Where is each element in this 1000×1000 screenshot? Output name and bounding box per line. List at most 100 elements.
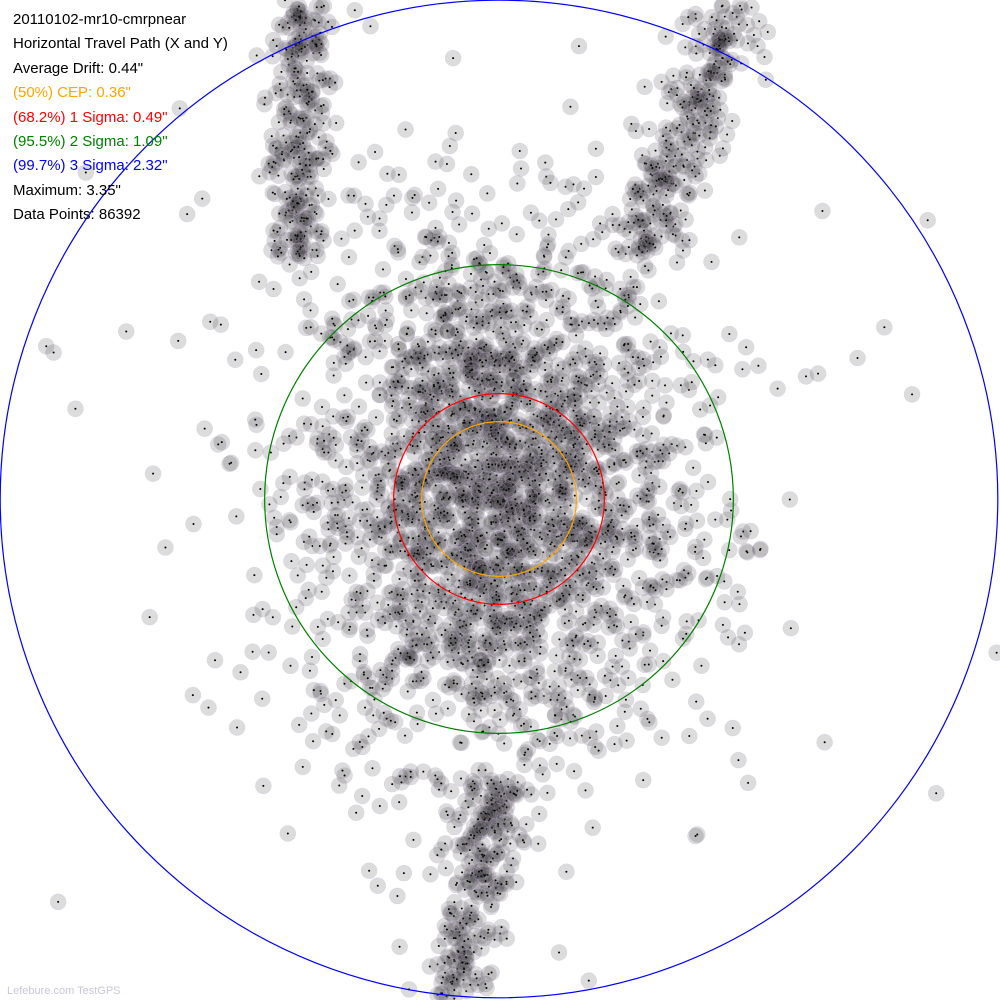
data-point [350,153,367,171]
data-point [714,140,732,157]
data-point [374,261,392,278]
data-point [453,685,470,703]
data-point [329,275,346,293]
data-point [700,81,718,99]
data-point [200,699,217,716]
data-point [250,273,268,291]
data-point [509,175,526,192]
data-point [232,663,249,681]
data-point [698,569,716,586]
data-point [295,415,313,432]
data-point [502,518,519,535]
data-point [543,281,560,299]
data-point [512,160,530,177]
data-point [460,631,478,649]
data-point [671,572,689,589]
data-point [561,578,579,596]
data-point [349,442,366,459]
data-point [396,727,414,744]
data-point [404,673,422,690]
data-point [512,468,530,486]
data-point [281,214,299,231]
data-point [294,758,312,776]
data-point [331,707,349,724]
data-point [489,422,507,440]
data-point [338,337,356,354]
data-point [491,711,509,728]
data-point [309,150,327,167]
data-point [635,399,652,417]
data-point [587,723,605,740]
data-point [596,315,613,332]
data-point [445,434,463,451]
data-point [458,915,475,932]
data-point [340,292,358,310]
data-point [546,385,564,403]
data-point [574,565,592,583]
data-point [467,605,485,623]
data-point [696,102,714,120]
data-point [584,819,602,836]
data-point [554,485,571,502]
data-point [640,262,657,279]
data-point [382,538,400,555]
data-point [144,465,162,482]
data-point [297,589,315,607]
data-point [691,401,709,418]
data-point [712,101,729,119]
data-point [589,647,606,665]
data-point [639,480,656,498]
data-point [141,608,158,626]
data-point [586,738,604,756]
data-point [325,429,342,447]
data-point [417,228,435,246]
data-point [248,47,266,64]
data-point [737,338,755,356]
data-point [432,775,450,792]
data-point [460,705,478,723]
data-point [401,648,418,666]
data-point [597,687,614,705]
data-point [340,248,358,266]
data-point [530,674,548,692]
data-point [283,618,301,635]
data-point [558,863,575,881]
data-point [606,735,623,753]
data-point [305,503,323,521]
data-point [422,866,439,883]
data-point [731,595,748,613]
cep-label: (50%) CEP: 0.36" [13,84,131,102]
data-point [450,300,467,318]
data-point [587,140,605,157]
data-point [324,562,342,580]
data-point [270,16,288,34]
data-point [404,437,421,455]
data-point [450,601,467,618]
data-point [427,153,444,170]
data-point [400,379,417,397]
data-point [527,688,544,705]
data-point [609,717,626,735]
data-point [346,222,363,239]
data-point [638,493,655,510]
data-point [691,66,709,84]
data-point [716,71,734,88]
data-point [376,332,394,350]
data-point [479,654,497,671]
data-point [386,379,404,396]
data-point [449,323,467,341]
data-point [553,422,570,439]
data-point [503,613,521,631]
data-point [529,665,546,682]
data-point [341,567,358,584]
data-point [616,703,634,721]
data-point [730,751,747,769]
data-point [281,511,298,529]
data-point [538,311,555,329]
data-point [455,963,473,981]
data-point [628,443,646,460]
data-point [301,662,319,680]
data-point [463,781,481,799]
data-point [314,71,332,89]
data-point [495,459,513,476]
